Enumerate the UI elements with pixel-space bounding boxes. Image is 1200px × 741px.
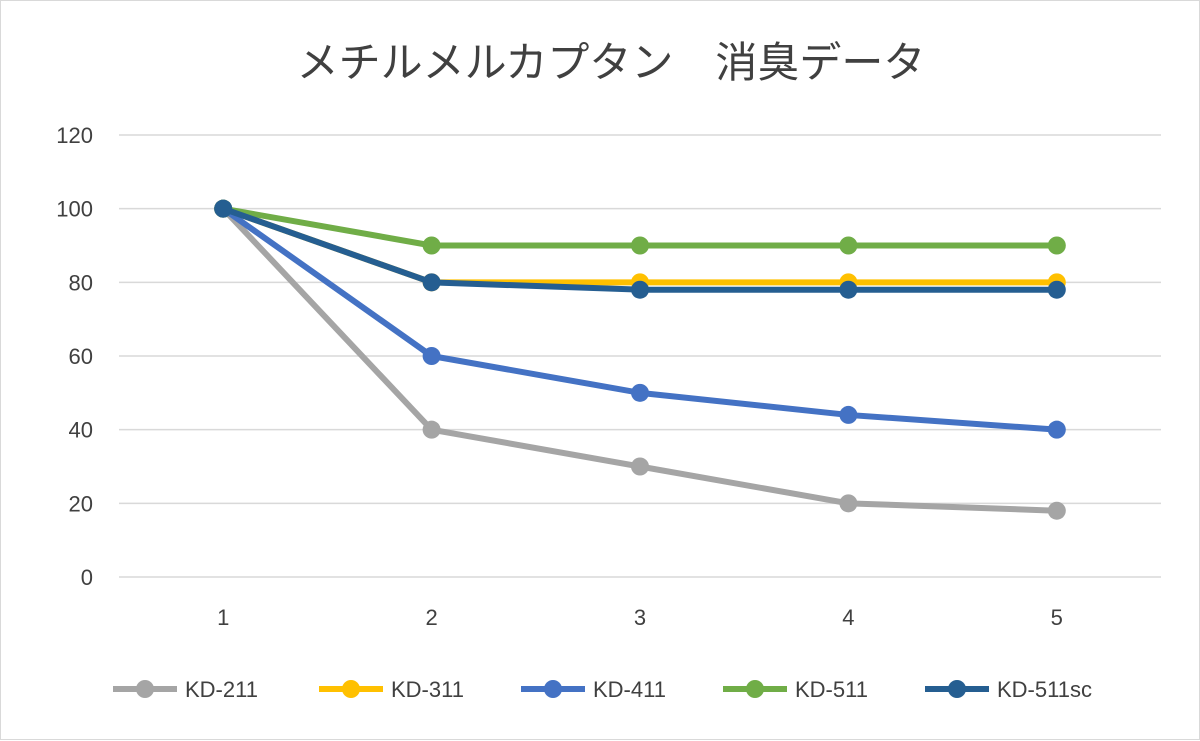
data-point [214,199,233,218]
data-point [422,236,441,255]
data-point [631,457,649,476]
x-axis-ticks: 1 2 3 4 5 [217,605,1063,630]
legend-swatch-marker [136,680,154,698]
data-point [422,347,441,365]
data-point [839,405,858,424]
legend-item: KD-511sc [925,677,1092,702]
legend-swatch-marker [948,680,966,698]
data-point [422,273,441,292]
data-point [631,280,649,299]
x-tick-label: 1 [217,605,229,630]
y-axis-ticks: 0 20 40 60 80 100 120 [56,123,93,590]
data-point [631,236,649,255]
y-tick-label: 0 [81,565,93,590]
y-tick-label: 40 [69,418,93,443]
legend-label: KD-511sc [997,677,1092,702]
data-point [839,494,858,513]
data-point [1047,501,1066,520]
x-tick-label: 5 [1051,605,1063,630]
legend-label: KD-211 [185,677,258,702]
legend: KD-211 KD-311 KD-411 KD-511 KD-511sc [113,677,1092,702]
x-tick-label: 2 [425,605,437,630]
legend-swatch-marker [746,680,764,698]
y-tick-label: 60 [69,344,93,369]
x-tick-label: 4 [842,605,854,630]
legend-swatch-marker [342,680,360,698]
legend-label: KD-511 [795,677,868,702]
data-point [1047,420,1066,439]
legend-item: KD-211 [113,677,258,702]
y-tick-label: 20 [69,491,93,516]
legend-label: KD-311 [391,677,464,702]
legend-label: KD-411 [593,677,666,702]
data-point [422,420,441,439]
data-point [1047,236,1066,255]
legend-item: KD-311 [319,677,464,702]
series-kd-511sc [214,199,1066,299]
data-point [631,383,649,402]
series-kd-411 [214,199,1066,439]
data-point [839,236,858,255]
data-point [1047,280,1066,299]
y-tick-label: 100 [56,197,93,222]
data-point [839,280,858,299]
y-tick-label: 80 [69,270,93,295]
legend-swatch-marker [544,680,562,698]
x-tick-label: 3 [634,605,646,630]
legend-item: KD-411 [521,677,666,702]
legend-item: KD-511 [723,677,868,702]
series-kd-211 [214,199,1066,520]
series-group [214,199,1066,520]
chart-title: メチルメルカプタン 消臭データ [297,38,926,87]
series-kd-511 [214,199,1066,255]
y-tick-label: 120 [56,123,93,148]
